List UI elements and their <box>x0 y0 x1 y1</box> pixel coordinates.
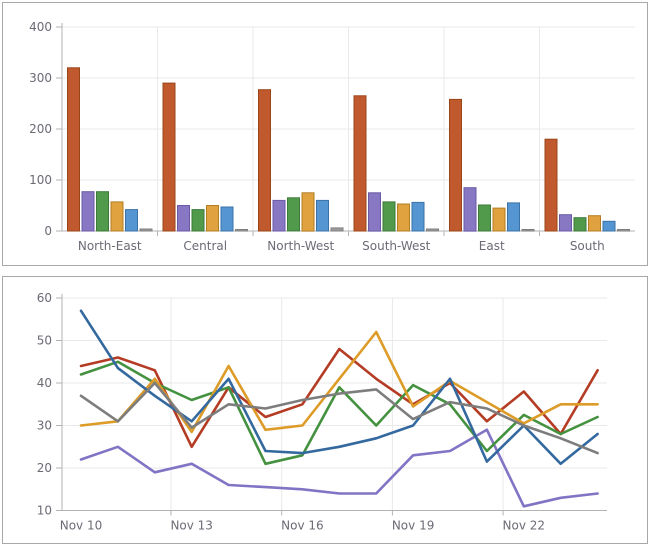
line-series-gray[interactable] <box>79 381 599 455</box>
bar-rust-South-West[interactable] <box>353 95 367 232</box>
bar-gray-Central[interactable] <box>235 229 248 232</box>
line-y-axis-label: 10 <box>37 504 52 518</box>
bar-y-axis-label: 400 <box>29 20 52 34</box>
bar-blue-South[interactable] <box>602 220 616 232</box>
bar-rust-Central[interactable] <box>162 82 176 232</box>
line-y-axis-label: 20 <box>37 461 52 475</box>
bar-category-label: North-West <box>267 239 334 253</box>
line-series-purple[interactable] <box>79 428 599 508</box>
line-y-axis-label: 30 <box>37 419 52 433</box>
bar-blue-North-East[interactable] <box>125 209 138 232</box>
bar-gray-North-West[interactable] <box>330 227 344 232</box>
bar-blue-South-West[interactable] <box>411 201 425 232</box>
bar-gray-South-West[interactable] <box>426 228 439 232</box>
bar-orange-Central[interactable] <box>206 205 219 232</box>
bar-y-axis-label: 300 <box>29 71 52 85</box>
bar-y-axis-label: 200 <box>29 122 52 136</box>
bar-green-North-East[interactable] <box>96 191 109 232</box>
bar-category-label: East <box>479 239 505 253</box>
bar-orange-East[interactable] <box>492 207 506 232</box>
line-y-axis-label: 40 <box>37 376 52 390</box>
bar-green-South-West[interactable] <box>382 201 396 232</box>
bar-gray-East[interactable] <box>521 229 535 232</box>
bar-purple-North-West[interactable] <box>272 199 286 232</box>
bar-purple-South-West[interactable] <box>368 192 381 232</box>
bar-blue-East[interactable] <box>507 202 520 232</box>
bar-orange-South[interactable] <box>588 215 601 232</box>
bar-gray-South[interactable] <box>617 229 630 232</box>
line-chart-panel: 10 20 30 40 50 60 Nov 10 Nov 13 Nov 16 Nov 19 Nov … <box>2 276 648 544</box>
bar-chart[interactable]: 0 100 200 300 400 North-East Central North-West… <box>3 3 647 265</box>
bar-purple-South[interactable] <box>559 214 572 232</box>
bar-chart-panel: 0 100 200 300 400 North-East Central North-West… <box>2 2 648 266</box>
bar-category-label: South <box>570 239 605 253</box>
bar-purple-East[interactable] <box>463 187 477 232</box>
line-x-axis-label: Nov 19 <box>392 519 435 533</box>
line-y-axis-label: 50 <box>37 334 52 348</box>
bar-orange-North-East[interactable] <box>110 201 124 232</box>
bar-purple-Central[interactable] <box>177 205 190 232</box>
bar-blue-North-West[interactable] <box>316 199 329 232</box>
bar-purple-North-East[interactable] <box>81 191 95 232</box>
line-y-axis-label: 60 <box>37 291 52 305</box>
bar-category-label: South-West <box>362 239 431 253</box>
bar-orange-North-West[interactable] <box>301 192 315 232</box>
bar-green-North-West[interactable] <box>287 197 300 232</box>
bar-rust-East[interactable] <box>449 98 462 232</box>
bar-y-axis-label: 0 <box>44 224 52 238</box>
bar-y-axis-label: 100 <box>29 173 52 187</box>
line-x-axis-label: Nov 10 <box>60 519 103 533</box>
bar-rust-North-West[interactable] <box>258 89 271 232</box>
bar-gray-North-East[interactable] <box>139 228 153 232</box>
bar-green-South[interactable] <box>573 217 587 232</box>
bar-blue-Central[interactable] <box>220 206 234 232</box>
bar-green-East[interactable] <box>478 204 491 232</box>
bar-category-label: North-East <box>78 239 142 253</box>
line-series-blue[interactable] <box>79 309 599 466</box>
bar-green-Central[interactable] <box>191 209 205 232</box>
line-x-axis-label: Nov 13 <box>170 519 213 533</box>
bar-rust-South[interactable] <box>544 138 558 232</box>
line-series-green[interactable] <box>79 360 599 466</box>
bar-rust-North-East[interactable] <box>67 67 80 232</box>
line-x-axis-label: Nov 16 <box>281 519 324 533</box>
bar-orange-South-West[interactable] <box>397 203 410 232</box>
bar-category-label: Central <box>183 239 227 253</box>
line-x-axis-label: Nov 22 <box>503 519 546 533</box>
line-chart[interactable]: 10 20 30 40 50 60 Nov 10 Nov 13 Nov 16 Nov 19 Nov … <box>3 277 647 543</box>
